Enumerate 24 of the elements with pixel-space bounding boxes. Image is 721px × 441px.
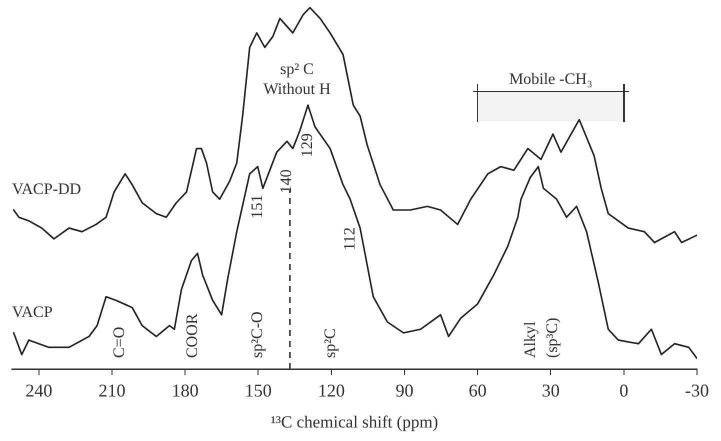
x-tick-label: 120 bbox=[318, 380, 345, 401]
series-label: VACP-DD bbox=[12, 181, 82, 198]
annotation: 129 bbox=[299, 133, 316, 158]
x-tick-label: 180 bbox=[172, 380, 199, 401]
annotation: 140 bbox=[278, 169, 296, 194]
annotation: sp²C bbox=[322, 328, 340, 358]
x-tick-label: 210 bbox=[98, 380, 126, 401]
annotation: Alkyl (sp³C) bbox=[522, 318, 562, 358]
x-tick-label: 150 bbox=[244, 380, 272, 401]
x-tick-label: 240 bbox=[25, 380, 52, 401]
x-tick-label: 90 bbox=[395, 380, 414, 401]
x-tick-label: 60 bbox=[468, 380, 487, 401]
band-label: Mobile -CH₃ bbox=[509, 70, 592, 88]
annotation: 151 bbox=[248, 194, 266, 219]
x-axis-title: ¹³C chemical shift (ppm) bbox=[270, 412, 438, 432]
series-label: VACP bbox=[12, 304, 53, 322]
x-tick-label: 0 bbox=[619, 380, 628, 401]
annotation: C=O bbox=[111, 326, 128, 358]
annotation: sp²C-O bbox=[249, 311, 266, 358]
annotation: 112 bbox=[341, 227, 358, 251]
annotation: sp² C Without H bbox=[263, 61, 332, 98]
annotation: COOR bbox=[184, 313, 202, 358]
x-tick-label: -30 bbox=[685, 380, 709, 401]
x-tick-label: 30 bbox=[542, 380, 560, 401]
